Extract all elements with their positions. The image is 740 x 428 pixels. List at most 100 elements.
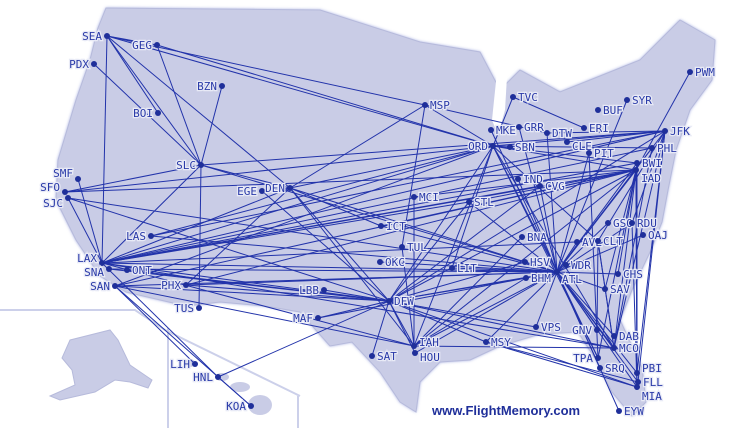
airport-smf[interactable]: SMF: [52, 166, 81, 182]
airport-dot[interactable]: [624, 97, 630, 103]
airport-mco[interactable]: MCO: [611, 341, 640, 356]
airport-dot[interactable]: [634, 384, 640, 390]
airport-dot[interactable]: [386, 298, 392, 304]
airport-dot[interactable]: [422, 102, 428, 108]
airport-grr[interactable]: GRR: [516, 120, 545, 135]
airport-dot[interactable]: [611, 333, 617, 339]
airport-lit[interactable]: LIT: [449, 261, 478, 276]
airport-dot[interactable]: [488, 127, 494, 133]
airport-dot[interactable]: [687, 69, 693, 75]
airport-dot[interactable]: [377, 259, 383, 265]
airport-dot[interactable]: [537, 183, 543, 189]
airport-maf[interactable]: MAF: [292, 311, 321, 326]
airport-dot[interactable]: [662, 128, 668, 134]
airport-mia[interactable]: MIA: [634, 384, 663, 404]
airport-sea[interactable]: SEA: [81, 29, 110, 44]
airport-dot[interactable]: [321, 287, 327, 293]
airport-dot[interactable]: [586, 150, 592, 156]
airport-syr[interactable]: SYR: [624, 93, 653, 108]
airport-dot[interactable]: [595, 107, 601, 113]
airport-dot[interactable]: [124, 267, 130, 273]
airport-dot[interactable]: [595, 355, 601, 361]
airport-dot[interactable]: [259, 188, 265, 194]
airport-dot[interactable]: [629, 220, 635, 226]
airport-eri[interactable]: ERI: [581, 121, 610, 136]
airport-dot[interactable]: [104, 33, 110, 39]
airport-dot[interactable]: [62, 189, 68, 195]
airport-dot[interactable]: [649, 145, 655, 151]
airport-dot[interactable]: [602, 286, 608, 292]
airport-msy[interactable]: MSY: [483, 335, 512, 350]
airport-msp[interactable]: MSP: [422, 98, 451, 113]
airport-gnv[interactable]: GNV: [571, 323, 600, 338]
airport-dot[interactable]: [215, 374, 221, 380]
airport-dot[interactable]: [554, 269, 560, 275]
airport-cvg[interactable]: CVG: [537, 179, 566, 194]
airport-dot[interactable]: [99, 260, 105, 266]
airport-dot[interactable]: [369, 353, 375, 359]
airport-geg[interactable]: GEG: [131, 38, 160, 53]
airport-dot[interactable]: [91, 61, 97, 67]
airport-dot[interactable]: [640, 232, 646, 238]
airport-sna[interactable]: SNA: [83, 265, 112, 280]
airport-dot[interactable]: [597, 365, 603, 371]
airport-hsv[interactable]: HSV: [522, 255, 551, 270]
airport-buf[interactable]: BUF: [595, 103, 624, 118]
airport-koa[interactable]: KOA: [225, 399, 254, 414]
airport-tvc[interactable]: TVC: [510, 90, 539, 105]
airport-dot[interactable]: [574, 239, 580, 245]
airport-dot[interactable]: [564, 139, 570, 145]
airport-pwm[interactable]: PWM: [687, 65, 716, 80]
airport-dot[interactable]: [112, 283, 118, 289]
airport-dot[interactable]: [148, 233, 154, 239]
airport-dot[interactable]: [411, 343, 417, 349]
airport-dot[interactable]: [544, 130, 550, 136]
airport-oaj[interactable]: OAJ: [640, 228, 669, 243]
airport-las[interactable]: LAS: [125, 229, 154, 244]
airport-dot[interactable]: [248, 403, 254, 409]
airport-cle[interactable]: CLE: [564, 139, 593, 154]
airport-pit[interactable]: PIT: [586, 146, 615, 161]
airport-dot[interactable]: [399, 244, 405, 250]
airport-dot[interactable]: [196, 305, 202, 311]
airport-clt[interactable]: CLT: [595, 234, 624, 249]
airport-bwi[interactable]: BWI: [634, 156, 663, 171]
airport-gso[interactable]: GSO: [605, 216, 634, 231]
airport-dot[interactable]: [183, 282, 189, 288]
airport-mke[interactable]: MKE: [488, 123, 517, 138]
airport-dot[interactable]: [581, 125, 587, 131]
airport-tpa[interactable]: TPA: [572, 351, 601, 366]
airport-dot[interactable]: [533, 324, 539, 330]
airport-dot[interactable]: [65, 195, 71, 201]
airport-dot[interactable]: [466, 199, 472, 205]
airport-dot[interactable]: [634, 370, 640, 376]
airport-ege[interactable]: EGE: [236, 184, 265, 199]
airport-ont[interactable]: ONT: [124, 263, 153, 278]
airport-hou[interactable]: HOU: [412, 350, 441, 365]
airport-iah[interactable]: IAH: [411, 335, 440, 350]
airport-dot[interactable]: [315, 315, 321, 321]
airport-dot[interactable]: [605, 220, 611, 226]
airport-rdu[interactable]: RDU: [629, 216, 658, 231]
airport-dot[interactable]: [106, 266, 112, 272]
airport-san[interactable]: SAN: [89, 279, 118, 294]
airport-sav[interactable]: SAV: [602, 282, 631, 297]
airport-vps[interactable]: VPS: [533, 320, 562, 335]
airport-bna[interactable]: BNA: [519, 230, 548, 245]
airport-dot[interactable]: [563, 262, 569, 268]
airport-dot[interactable]: [155, 110, 161, 116]
airport-dot[interactable]: [595, 238, 601, 244]
airport-dot[interactable]: [287, 185, 293, 191]
airport-ord[interactable]: ORD: [467, 139, 496, 154]
airport-eyw[interactable]: EYW: [616, 404, 645, 419]
airport-dot[interactable]: [154, 42, 160, 48]
airport-tus[interactable]: TUS: [173, 301, 202, 316]
airport-dot[interactable]: [192, 361, 198, 367]
airport-bzn[interactable]: BZN: [196, 79, 225, 94]
airport-lax[interactable]: LAX: [76, 251, 105, 266]
airport-dot[interactable]: [490, 143, 496, 149]
airport-dot[interactable]: [510, 94, 516, 100]
airport-dot[interactable]: [75, 176, 81, 182]
airport-dot[interactable]: [634, 160, 640, 166]
airport-dfw[interactable]: DFW: [386, 294, 415, 309]
